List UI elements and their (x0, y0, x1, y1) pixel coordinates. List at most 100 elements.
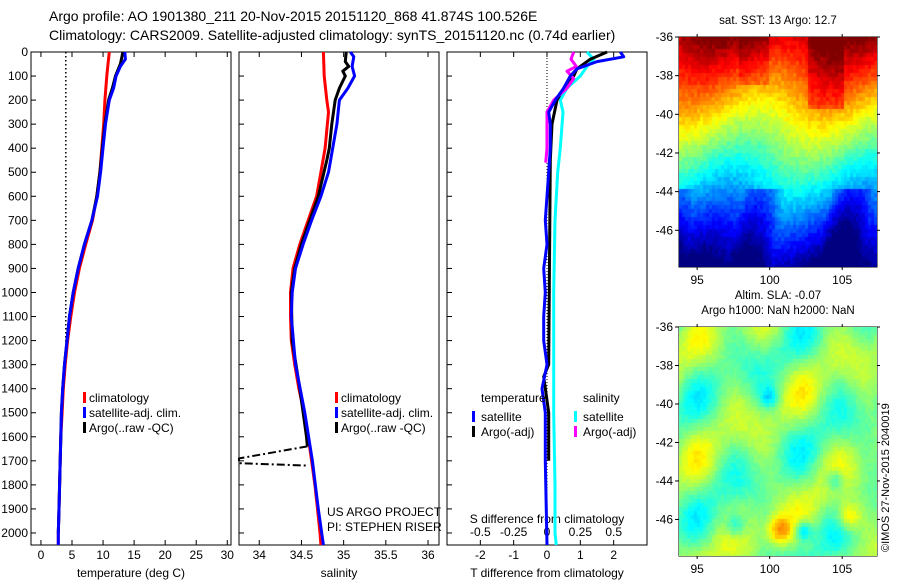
temperature-legend-swatch (83, 392, 86, 403)
salinity-legend-label: satellite-adj. clim. (341, 406, 433, 420)
sla-map-y-tick-label: -38 (656, 358, 674, 372)
depth-tick-label: 2000 (1, 526, 28, 540)
temperature-x-axis-label: temperature (deg C) (77, 566, 185, 580)
temperature-x-tick-label: 15 (127, 548, 141, 562)
temperature-legend-label: satellite-adj. clim. (89, 406, 181, 420)
salinity-series-argo-spike (238, 445, 309, 467)
temperature-legend-label: Argo(..raw -QC) (89, 421, 174, 435)
sla-map-y-tick-label: -40 (656, 397, 674, 411)
depth-tick-label: 100 (8, 69, 28, 83)
sst-map-x-tick-label: 95 (690, 273, 704, 287)
salinity-legend-swatch (335, 422, 338, 433)
depth-tick-label: 1100 (2, 310, 28, 324)
salinity-legend-label: Argo(..raw -QC) (341, 421, 426, 435)
diff-legend-swatch (472, 411, 475, 422)
legend-title-temperature: temperature (481, 391, 546, 405)
figure-title-line2: Climatology: CARS2009. Satellite-adjuste… (49, 27, 616, 43)
salinity-x-tick-label: 35.5 (374, 548, 398, 562)
copyright-credit: ©IMOS 27-Nov-2015 2040019 (880, 403, 892, 552)
sst-map-y-tick-label: -44 (656, 185, 674, 199)
depth-tick-label: 300 (8, 117, 28, 131)
difference-x-tick-label: 2 (610, 548, 617, 562)
s-diff-tick-label: 0.25 (569, 525, 593, 539)
salinity-legend-label: climatology (341, 391, 401, 405)
sla-map-x-tick-label: 100 (760, 562, 780, 576)
sla-map-y-tick-label: -46 (656, 512, 674, 526)
diff-legend-swatch (574, 411, 577, 422)
difference-series-s-argo (544, 51, 578, 163)
temperature-legend-label: climatology (89, 391, 149, 405)
depth-tick-label: 200 (8, 93, 28, 107)
salinity-legend-swatch (335, 392, 338, 403)
pi-label: PI: STEPHEN RISER (327, 520, 442, 534)
difference-x-tick-label: 1 (577, 548, 584, 562)
difference-series-t-satellite (540, 51, 626, 546)
salinity-x-tick-label: 34 (253, 548, 267, 562)
temperature-legend-swatch (83, 407, 86, 418)
temperature-x-tick-label: 20 (158, 548, 172, 562)
diff-legend-swatch (574, 426, 577, 437)
difference-series-s-satellite (552, 50, 596, 546)
sst-map-y-tick-label: -42 (656, 146, 674, 160)
sla-map-x-tick-label: 95 (690, 562, 704, 576)
temperature-series-satellite-adj-clim- (56, 51, 127, 545)
difference-x-tick-label: -2 (475, 548, 486, 562)
depth-tick-label: 1500 (1, 406, 28, 420)
temperature-x-tick-label: 5 (69, 548, 76, 562)
sst-map (679, 37, 877, 267)
temperature-x-tick-label: 10 (96, 548, 110, 562)
depth-tick-label: 1300 (1, 358, 28, 372)
depth-tick-label: 1900 (1, 502, 28, 516)
depth-tick-label: 900 (8, 261, 28, 275)
depth-tick-label: 400 (8, 141, 28, 155)
temperature-x-tick-label: 30 (221, 548, 235, 562)
salinity-x-tick-label: 36 (421, 548, 435, 562)
diff-legend-label: satellite (583, 410, 624, 424)
depth-tick-label: 1600 (1, 430, 28, 444)
depth-tick-label: 500 (8, 165, 28, 179)
diff-legend-label: Argo(-adj) (583, 425, 636, 439)
salinity-legend-swatch (335, 407, 338, 418)
figure-title-line1: Argo profile: AO 1901380_211 20-Nov-2015… (49, 8, 538, 24)
depth-tick-label: 0 (21, 45, 28, 59)
sst-map-y-tick-label: -38 (656, 69, 674, 83)
diff-legend-swatch (472, 426, 475, 437)
sst-map-y-tick-label: -36 (656, 30, 674, 44)
s-diff-tick-label: -0.5 (470, 525, 491, 539)
sst-map-x-tick-label: 100 (760, 273, 780, 287)
depth-tick-label: 600 (8, 189, 28, 203)
difference-x-tick-label: -1 (508, 548, 519, 562)
depth-tick-label: 1200 (1, 334, 28, 348)
sst-map-y-tick-label: -46 (656, 223, 674, 237)
difference-x-tick-label: 0 (544, 548, 551, 562)
project-label: US ARGO PROJECT (327, 505, 442, 519)
temperature-x-tick-label: 0 (38, 548, 45, 562)
legend-title-salinity: salinity (583, 391, 620, 405)
sla-map-y-tick-label: -44 (656, 474, 674, 488)
salinity-axes-frame (238, 51, 440, 546)
sst-map-x-tick-label: 105 (832, 273, 852, 287)
diff-legend-label: satellite (481, 410, 522, 424)
depth-tick-label: 1700 (1, 454, 28, 468)
sla-map-y-tick-label: -36 (656, 320, 674, 334)
temperature-axes-frame (30, 51, 232, 546)
sla-map-subtitle: Argo h1000: NaN h2000: NaN (701, 305, 855, 317)
depth-tick-label: 1000 (1, 285, 28, 299)
temperature-legend-swatch (83, 422, 86, 433)
sla-map-x-tick-label: 105 (832, 562, 852, 576)
diff-legend-label: Argo(-adj) (481, 425, 534, 439)
salinity-series-satellite-adj-clim- (289, 51, 357, 546)
salinity-x-tick-label: 35 (337, 548, 351, 562)
sla-map-title: Altim. SLA: -0.07 (734, 290, 822, 302)
salinity-x-axis-label: salinity (321, 566, 358, 580)
difference-x-axis-label: T difference from climatology (470, 566, 624, 580)
depth-tick-label: 1400 (1, 382, 28, 396)
s-diff-tick-label: -0.25 (500, 525, 528, 539)
sst-map-title: sat. SST: 13 Argo: 12.7 (719, 15, 837, 27)
depth-tick-label: 1800 (1, 478, 28, 492)
sla-map (679, 327, 877, 556)
s-diff-tick-label: 0.5 (605, 525, 622, 539)
salinity-x-tick-label: 34.5 (290, 548, 314, 562)
sla-map-y-tick-label: -42 (656, 435, 674, 449)
